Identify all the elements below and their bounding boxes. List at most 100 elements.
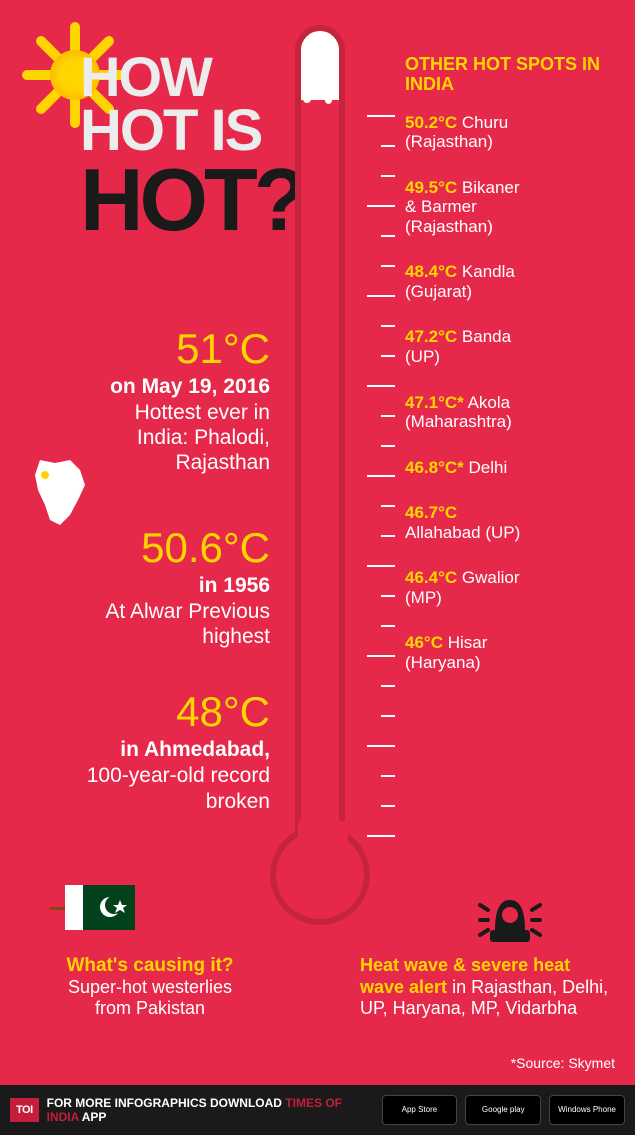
fact-date: on May 19, 2016 bbox=[0, 375, 270, 399]
thermometer-tick bbox=[381, 595, 395, 597]
footer-bar: TOI FOR MORE INFOGRAPHICS DOWNLOAD TIMES… bbox=[0, 1085, 635, 1135]
title-line-1: HOW bbox=[80, 50, 304, 103]
hotspot-item: 46°C Hisar(Haryana) bbox=[405, 633, 615, 672]
alert-block: Heat wave & severe heat wave alert in Ra… bbox=[360, 955, 610, 1020]
hotspot-loc: (Haryana) bbox=[405, 653, 481, 672]
thermometer-tick bbox=[367, 655, 395, 657]
fact-date: in 1956 bbox=[0, 574, 270, 598]
hotspot-loc: & Barmer bbox=[405, 197, 477, 216]
google-play-badge[interactable]: Google play bbox=[465, 1095, 541, 1125]
thermometer-tick bbox=[381, 445, 395, 447]
india-map-icon bbox=[20, 455, 95, 530]
thermometer-tick bbox=[367, 745, 395, 747]
alert-text: Heat wave & severe heat wave alert in Ra… bbox=[360, 955, 610, 1020]
thermometer-tick bbox=[381, 685, 395, 687]
thermometer-tick bbox=[381, 235, 395, 237]
hotspots-header: OTHER HOT SPOTS IN INDIA bbox=[405, 55, 615, 95]
hotspot-temp: 46.7°C bbox=[405, 503, 457, 522]
hotspot-loc: Hisar bbox=[448, 633, 488, 652]
hotspot-temp: 48.4°C bbox=[405, 262, 457, 281]
hotspot-item: 47.1°C* Akola(Maharashtra) bbox=[405, 393, 615, 432]
thermometer-fluid bbox=[301, 100, 339, 870]
pakistan-flag-icon bbox=[65, 885, 135, 930]
hotspot-item: 48.4°C Kandla(Gujarat) bbox=[405, 262, 615, 301]
fact-desc: highest bbox=[0, 625, 270, 648]
fact-desc: At Alwar Previous bbox=[0, 600, 270, 623]
thermometer-tick bbox=[381, 805, 395, 807]
thermometer-tick bbox=[381, 145, 395, 147]
hotspot-loc: (Gujarat) bbox=[405, 282, 472, 301]
fact-desc: broken bbox=[0, 790, 270, 813]
thermometer-tick bbox=[367, 205, 395, 207]
footer-text: FOR MORE INFOGRAPHICS DOWNLOAD TIMES OF … bbox=[47, 1096, 366, 1124]
fact-temp: 50.6°C bbox=[0, 524, 270, 572]
fact-record: 51°C on May 19, 2016 Hottest ever in Ind… bbox=[0, 325, 270, 474]
hotspot-item: 47.2°C Banda (UP) bbox=[405, 327, 615, 366]
hotspot-temp: 47.2°C bbox=[405, 327, 457, 346]
thermometer-graphic bbox=[275, 25, 365, 925]
thermometer-tick bbox=[367, 835, 395, 837]
hotspot-loc: Allahabad (UP) bbox=[405, 523, 520, 542]
hotspot-temp: 46.4°C bbox=[405, 568, 457, 587]
fact-previous: 50.6°C in 1956 At Alwar Previous highest bbox=[0, 524, 270, 648]
thermometer-tick bbox=[381, 625, 395, 627]
fact-temp: 48°C bbox=[0, 688, 270, 736]
hotspot-temp: 46.8°C* bbox=[405, 458, 464, 477]
thermometer-tick bbox=[381, 505, 395, 507]
hotspot-loc: (Maharashtra) bbox=[405, 412, 512, 431]
hotspot-item: 50.2°C Churu(Rajasthan) bbox=[405, 113, 615, 152]
source-credit: *Source: Skymet bbox=[511, 1055, 615, 1071]
toi-logo: TOI bbox=[10, 1098, 39, 1122]
hotspot-item: 46.7°CAllahabad (UP) bbox=[405, 503, 615, 542]
thermometer-tick bbox=[367, 475, 395, 477]
app-store-badge[interactable]: App Store bbox=[382, 1095, 458, 1125]
fact-desc: India: Phalodi, bbox=[0, 426, 270, 449]
thermometer-tick bbox=[381, 715, 395, 717]
cause-block: What's causing it? Super-hot westerlies … bbox=[45, 955, 255, 1018]
thermometer-tick bbox=[381, 355, 395, 357]
thermometer-bubbles bbox=[301, 75, 339, 105]
alarm-icon bbox=[470, 870, 550, 950]
hotspot-loc: Banda bbox=[462, 327, 511, 346]
hotspot-loc: Akola bbox=[468, 393, 511, 412]
hotspot-temp: 50.2°C bbox=[405, 113, 457, 132]
title-line-3: HOT? bbox=[80, 158, 304, 242]
main-title: HOW HOT IS HOT? bbox=[80, 50, 304, 242]
cause-answer: Super-hot westerlies bbox=[45, 977, 255, 998]
cause-answer: from Pakistan bbox=[45, 998, 255, 1019]
thermometer-ticks bbox=[355, 25, 395, 925]
fact-ahmedabad: 48°C in Ahmedabad, 100-year-old record b… bbox=[0, 688, 270, 812]
thermometer-tick bbox=[367, 295, 395, 297]
hotspot-loc: Gwalior bbox=[462, 568, 520, 587]
hotspot-loc: Bikaner bbox=[462, 178, 520, 197]
hotspot-temp: 47.1°C* bbox=[405, 393, 464, 412]
windows-store-badge[interactable]: Windows Phone bbox=[549, 1095, 625, 1125]
thermometer-tick bbox=[381, 415, 395, 417]
thermometer-tick bbox=[381, 325, 395, 327]
cause-question: What's causing it? bbox=[45, 955, 255, 977]
fact-desc: 100-year-old record bbox=[0, 764, 270, 787]
hotspot-loc: Delhi bbox=[469, 458, 508, 477]
hotspots-column: OTHER HOT SPOTS IN INDIA 50.2°C Churu(Ra… bbox=[405, 55, 615, 698]
hotspot-temp: 46°C bbox=[405, 633, 443, 652]
hotspot-item: 49.5°C Bikaner& Barmer(Rajasthan) bbox=[405, 178, 615, 237]
thermometer-tick bbox=[381, 535, 395, 537]
hotspot-loc: (MP) bbox=[405, 588, 442, 607]
fact-date: in Ahmedabad, bbox=[0, 738, 270, 762]
left-facts-column: 51°C on May 19, 2016 Hottest ever in Ind… bbox=[0, 325, 270, 853]
hotspot-temp: 49.5°C bbox=[405, 178, 457, 197]
thermometer-tick bbox=[381, 775, 395, 777]
thermometer-tick bbox=[367, 385, 395, 387]
thermometer-tick bbox=[367, 565, 395, 567]
hotspot-loc: (Rajasthan) bbox=[405, 132, 493, 151]
hotspot-item: 46.4°C Gwalior (MP) bbox=[405, 568, 615, 607]
hotspot-item: 46.8°C* Delhi bbox=[405, 458, 615, 478]
thermometer-tick bbox=[381, 265, 395, 267]
thermometer-tick bbox=[381, 175, 395, 177]
hotspot-loc: (Rajasthan) bbox=[405, 217, 493, 236]
hotspot-loc: (UP) bbox=[405, 347, 440, 366]
thermometer-tick bbox=[367, 115, 395, 117]
hotspot-loc: Kandla bbox=[462, 262, 515, 281]
fact-temp: 51°C bbox=[0, 325, 270, 373]
fact-desc: Hottest ever in bbox=[0, 401, 270, 424]
